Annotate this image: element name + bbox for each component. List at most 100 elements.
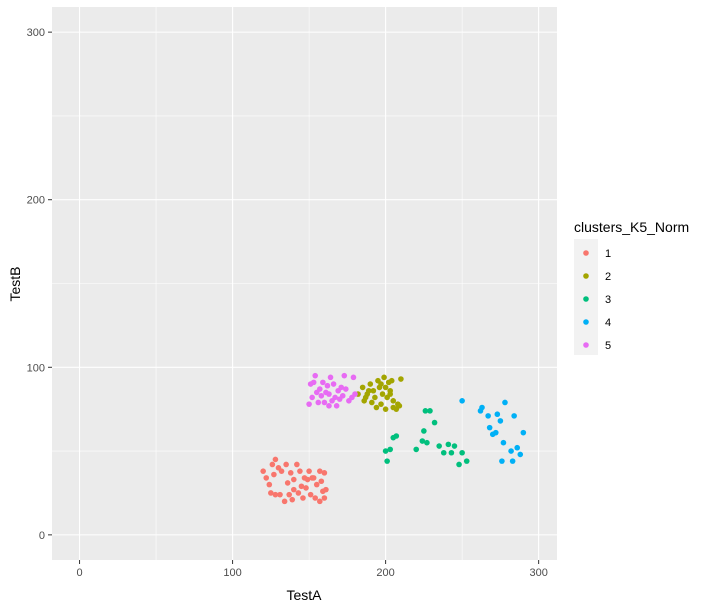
data-point	[424, 439, 430, 446]
x-tick-label: 300	[529, 567, 547, 579]
x-tick-label: 100	[223, 567, 241, 579]
data-point	[300, 495, 306, 501]
data-point	[511, 413, 517, 419]
data-point	[502, 399, 508, 406]
data-point	[421, 428, 427, 434]
data-point	[456, 461, 462, 468]
data-point	[398, 376, 404, 382]
y-tick-label: 300	[27, 27, 45, 39]
data-point	[451, 443, 458, 449]
grid-major	[52, 7, 557, 560]
data-point	[350, 374, 357, 381]
data-point	[277, 491, 283, 498]
data-point	[499, 458, 505, 464]
data-point	[338, 384, 345, 391]
data-point	[303, 485, 309, 491]
data-point	[378, 401, 384, 407]
data-point	[479, 404, 485, 411]
data-point	[422, 408, 429, 414]
data-point	[263, 475, 270, 481]
data-point	[382, 384, 389, 391]
legend-key	[583, 273, 589, 279]
legend-items: 1 2 3 4 5	[583, 248, 611, 352]
data-point	[320, 379, 326, 386]
data-point	[295, 490, 302, 496]
y-tick-label: 100	[27, 362, 45, 374]
data-point	[260, 468, 266, 474]
legend-label: 5	[605, 340, 611, 352]
data-point	[384, 458, 390, 464]
data-point	[266, 481, 273, 488]
data-point	[307, 491, 314, 498]
data-point	[326, 403, 332, 409]
data-point	[284, 480, 291, 486]
data-point	[388, 377, 395, 384]
legend-key	[583, 250, 589, 256]
data-point	[378, 381, 384, 387]
data-point	[500, 439, 507, 446]
data-point	[341, 372, 348, 379]
series-5	[306, 372, 358, 409]
data-point	[370, 387, 377, 394]
data-point	[379, 391, 386, 397]
legend-key	[583, 342, 589, 348]
data-point	[362, 394, 369, 401]
data-point	[367, 381, 374, 387]
data-point	[413, 446, 420, 453]
data-point	[312, 372, 319, 379]
data-point	[283, 461, 289, 468]
data-point	[278, 468, 285, 474]
legend-title: clusters_K5_Norm	[574, 219, 689, 235]
series-4	[459, 398, 527, 464]
data-point	[365, 387, 372, 394]
data-point	[492, 429, 499, 436]
data-point	[381, 374, 387, 381]
data-point	[310, 379, 317, 386]
data-point	[298, 483, 305, 490]
series-2	[355, 374, 404, 412]
grid-minor	[52, 7, 557, 560]
data-point	[313, 481, 320, 488]
data-point	[315, 399, 322, 406]
y-tick-label: 200	[27, 195, 45, 207]
data-point	[269, 461, 276, 468]
data-point	[382, 406, 389, 412]
data-point	[323, 486, 329, 493]
data-point	[494, 411, 501, 418]
data-point	[387, 391, 394, 397]
data-point	[382, 448, 389, 454]
data-point	[310, 475, 317, 481]
data-point	[448, 449, 455, 456]
data-point	[396, 403, 403, 409]
x-tick-label: 200	[376, 567, 394, 579]
data-point	[272, 491, 279, 498]
legend-label: 2	[605, 271, 611, 283]
data-point	[436, 443, 442, 449]
legend-label: 3	[605, 294, 611, 306]
legend-label: 1	[605, 248, 611, 260]
series-1	[260, 456, 329, 505]
data-point	[304, 476, 311, 483]
data-point	[508, 448, 514, 454]
data-point	[332, 394, 338, 401]
data-point	[290, 486, 297, 493]
data-point	[326, 391, 332, 397]
data-point	[324, 382, 331, 389]
data-point	[306, 468, 312, 474]
data-point	[431, 419, 438, 426]
data-point	[485, 413, 491, 419]
data-point	[330, 381, 337, 387]
data-point	[321, 470, 328, 476]
x-axis-title: TestA	[286, 587, 322, 603]
y-axis: 0 100 200 300	[27, 27, 52, 542]
data-point	[497, 418, 504, 424]
data-point	[419, 438, 426, 444]
data-point	[321, 495, 328, 501]
data-point	[352, 391, 358, 397]
data-point	[390, 398, 397, 404]
data-point	[318, 392, 325, 399]
data-point	[289, 496, 296, 503]
legend-key	[583, 319, 589, 325]
data-point	[313, 389, 320, 396]
